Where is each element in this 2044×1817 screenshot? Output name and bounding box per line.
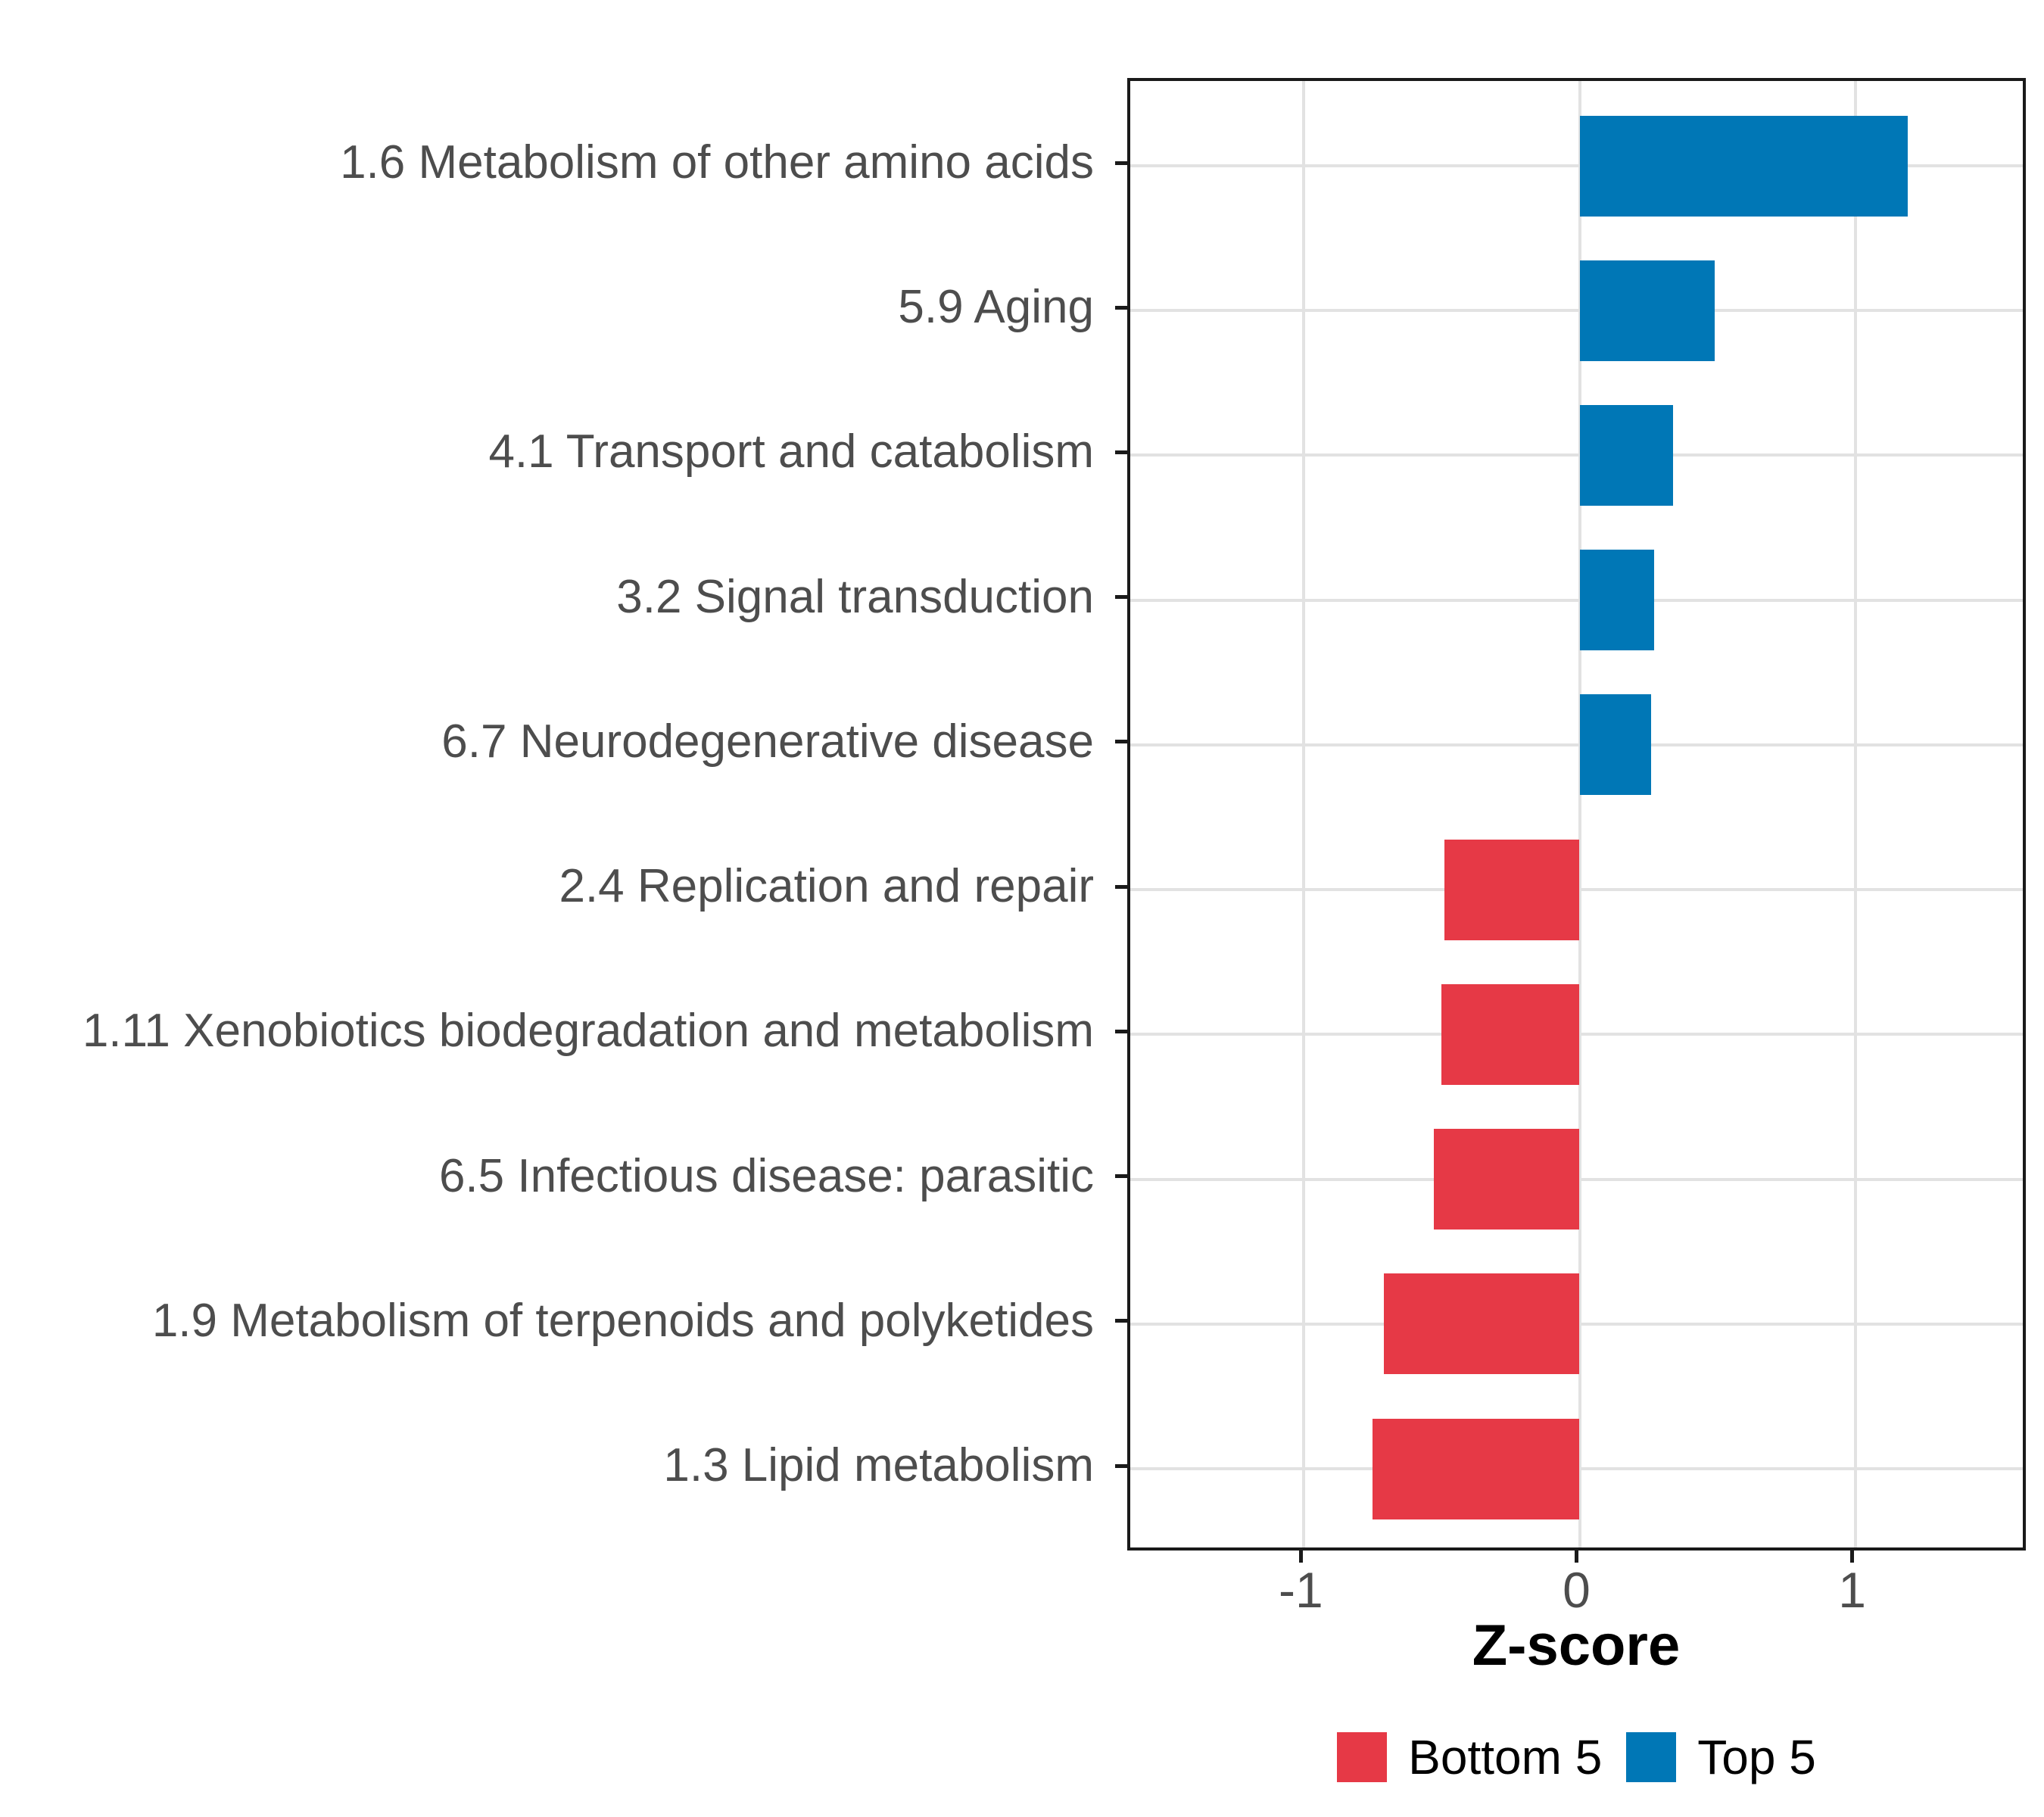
gridline-y-category: [1130, 309, 2023, 313]
gridline-y-category: [1130, 453, 2023, 457]
y-axis-label: 3.2 Signal transduction: [616, 570, 1094, 623]
bar-bottom5: [1444, 839, 1580, 940]
legend-key-swatch: [1626, 1732, 1677, 1782]
y-axis-tick: [1115, 1319, 1127, 1323]
y-axis-label: 2.4 Replication and repair: [559, 860, 1094, 913]
bar-top5: [1579, 260, 1715, 361]
y-axis-label: 1.6 Metabolism of other amino acids: [340, 136, 1094, 189]
gridline-y-category: [1130, 164, 2023, 167]
legend-item: Top 5: [1626, 1729, 1816, 1785]
y-axis: 1.6 Metabolism of other amino acids 5.9 A…: [0, 78, 1094, 1551]
bar-bottom5: [1373, 1418, 1580, 1519]
y-axis-label: 1.11 Xenobiotics biodegradation and meta…: [82, 1005, 1094, 1058]
bar-top5: [1579, 115, 1908, 217]
y-axis-label: 1.3 Lipid metabolism: [663, 1439, 1094, 1491]
y-axis-tick: [1115, 1174, 1127, 1179]
y-axis-label: 1.9 Metabolism of terpenoids and polyket…: [151, 1294, 1094, 1347]
gridline-y-category: [1130, 743, 2023, 746]
gridline-y-category: [1130, 598, 2023, 602]
gridline-x--1: [1302, 81, 1306, 1547]
legend: Bottom 5 Top 5: [1127, 1729, 2026, 1785]
y-axis-tick: [1115, 595, 1127, 600]
y-axis-tick: [1115, 884, 1127, 889]
y-axis-tick: [1115, 450, 1127, 454]
y-axis-label: 6.7 Neurodegenerative disease: [441, 715, 1094, 768]
legend-key-swatch: [1337, 1732, 1388, 1782]
bar-bottom5: [1383, 1273, 1580, 1375]
x-axis-tick: [1850, 1551, 1855, 1563]
x-axis-tick: [1298, 1551, 1303, 1563]
x-axis-tick-label: 1: [1838, 1562, 1866, 1618]
bar-top5: [1579, 550, 1654, 651]
x-axis-tick-label: 0: [1563, 1562, 1591, 1618]
x-axis-tick: [1575, 1551, 1578, 1563]
y-axis-label: 5.9 Aging: [898, 281, 1094, 334]
x-axis-title: Z-score: [1472, 1613, 1681, 1678]
legend-label: Bottom 5: [1408, 1730, 1603, 1784]
y-axis-label: 4.1 Transport and catabolism: [488, 425, 1094, 478]
bar-bottom5: [1433, 1129, 1580, 1230]
legend-item: Bottom 5: [1337, 1729, 1602, 1785]
y-axis-tick: [1115, 1463, 1127, 1468]
gridline-x-1: [1853, 81, 1857, 1547]
bar-top5: [1579, 694, 1652, 796]
y-axis-tick: [1115, 1029, 1127, 1033]
y-axis-tick: [1115, 161, 1127, 165]
bar-bottom5: [1441, 983, 1580, 1085]
legend-label: Top 5: [1697, 1730, 1816, 1784]
y-axis-tick: [1115, 740, 1127, 744]
gridline-x-0: [1578, 81, 1581, 1547]
plot-panel: [1127, 78, 2026, 1551]
y-axis-tick: [1115, 305, 1127, 310]
y-axis-label: 6.5 Infectious disease: parasitic: [438, 1149, 1094, 1202]
x-axis-tick-label: -1: [1279, 1562, 1323, 1618]
bar-top5: [1579, 404, 1674, 506]
